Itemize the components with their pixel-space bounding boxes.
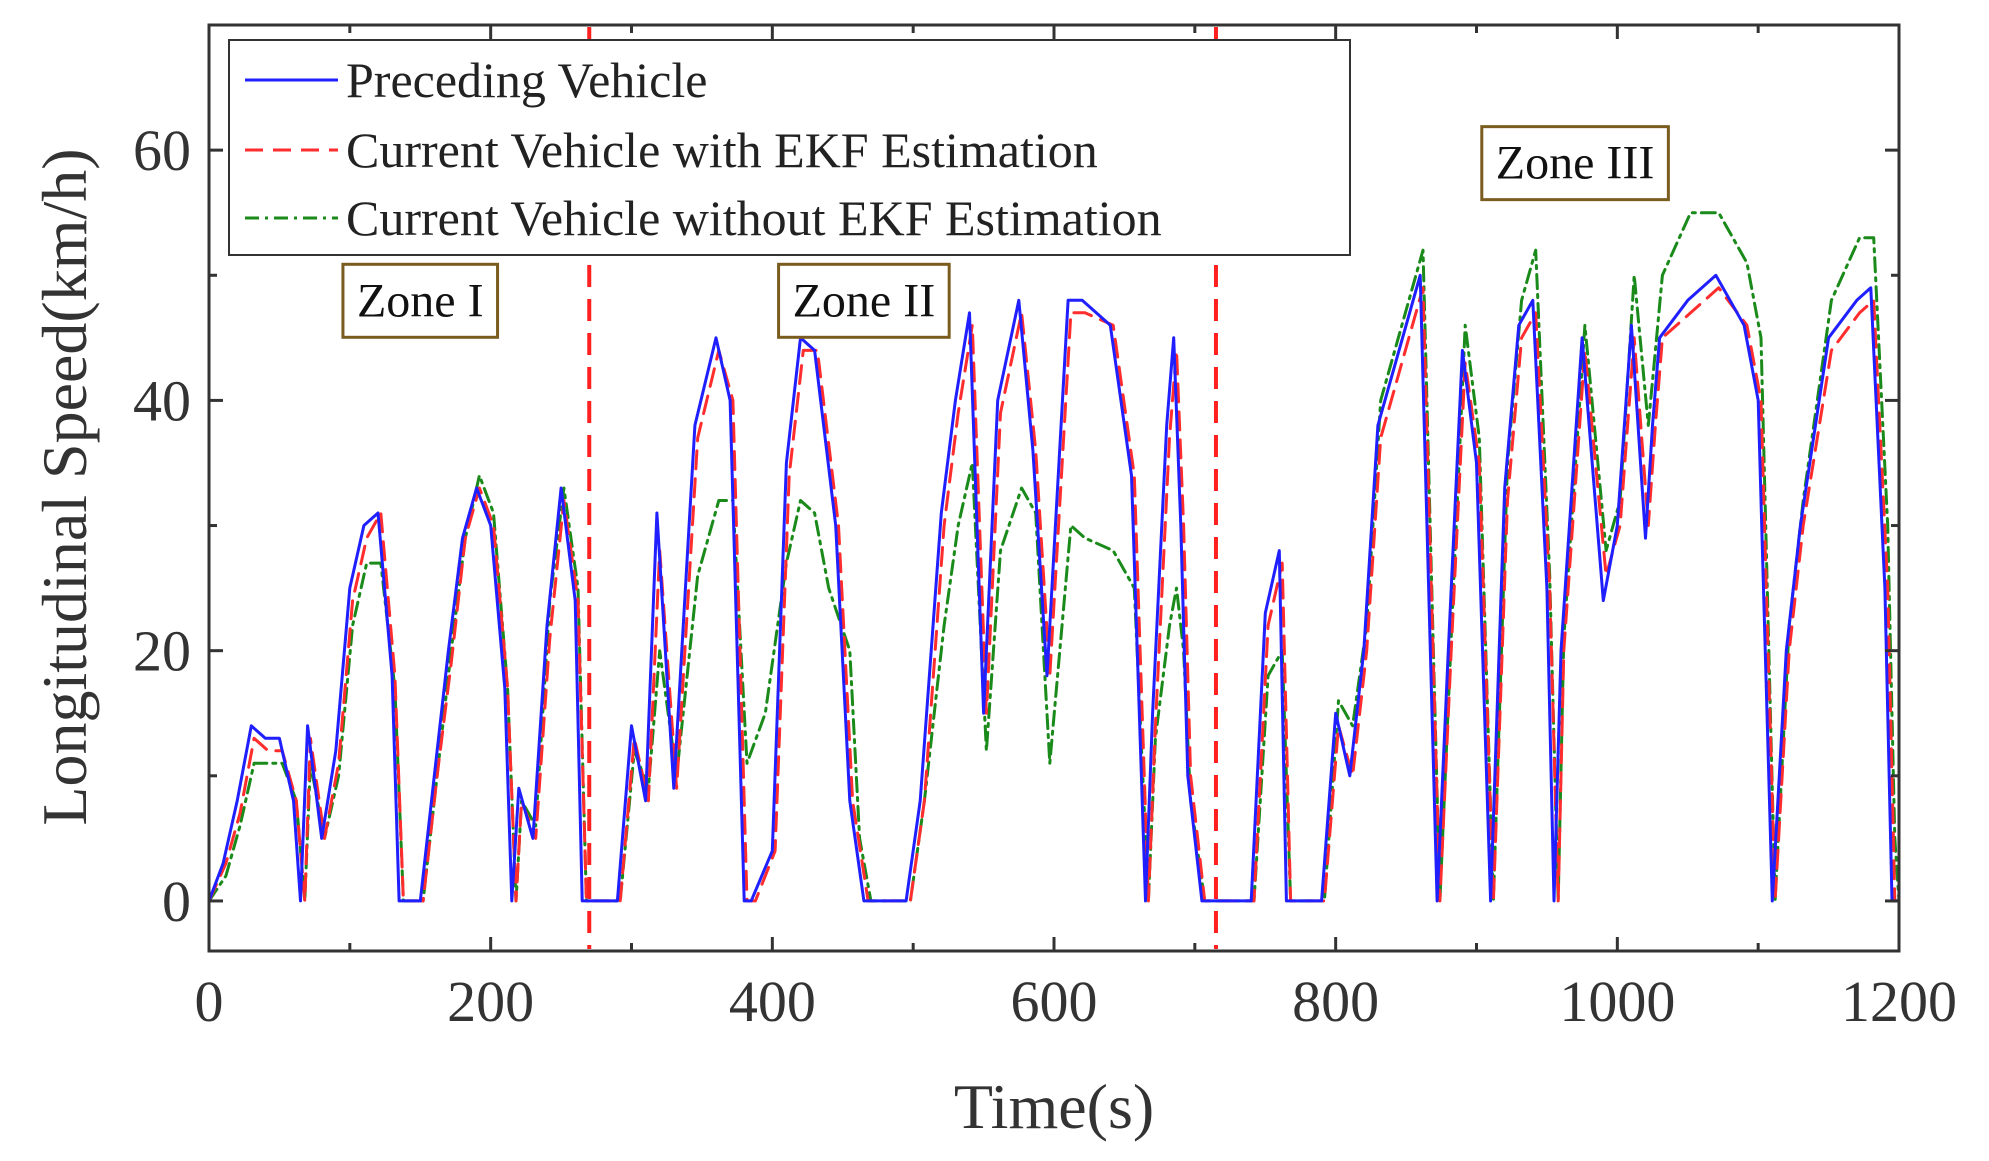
zone-label: Zone II [777, 262, 951, 339]
axis-ticks [207, 25, 1901, 951]
y-tick-label: 60 [133, 118, 191, 183]
legend-box [228, 39, 1351, 256]
legend: Preceding Vehicle Current Vehicle with E… [228, 39, 1351, 256]
zone-label: Zone III [1480, 125, 1670, 202]
zone-label-text: Zone I [357, 274, 484, 327]
zone-label-text: Zone II [793, 274, 936, 327]
zone-label-box [341, 262, 500, 339]
zone-label-box [777, 262, 951, 339]
x-tick-label: 200 [447, 969, 534, 1034]
x-tick-label: 400 [729, 969, 816, 1034]
y-tick-label: 40 [133, 368, 191, 433]
series-line-0 [209, 273, 1899, 903]
series-layer [209, 211, 1899, 903]
y-tick-label: 0 [162, 869, 191, 934]
zone-label: Zone I [341, 262, 500, 339]
x-tick-label: 1000 [1559, 969, 1675, 1034]
zone-labels: Zone I Zone II Zone III [341, 125, 1670, 339]
x-tick-label: 600 [1011, 969, 1098, 1034]
legend-label-preceding: Preceding Vehicle [346, 52, 707, 108]
y-tick-label: 20 [133, 619, 191, 684]
legend-label-no-ekf: Current Vehicle without EKF Estimation [346, 190, 1162, 246]
axis-tick-labels: 0 200 400 600 800 1000 1200 0 20 40 60 [133, 118, 1957, 1034]
series-line-1 [209, 286, 1899, 903]
x-tick-label: 800 [1292, 969, 1379, 1034]
x-tick-label: 0 [195, 969, 224, 1034]
y-axis-title: Longitudinal Speed(km/h) [29, 148, 100, 825]
x-tick-label: 1200 [1841, 969, 1957, 1034]
zone-label-text: Zone III [1496, 137, 1655, 190]
zone-label-box [1480, 125, 1670, 202]
x-axis-title: Time(s) [954, 1071, 1154, 1142]
legend-label-ekf: Current Vehicle with EKF Estimation [346, 122, 1098, 178]
